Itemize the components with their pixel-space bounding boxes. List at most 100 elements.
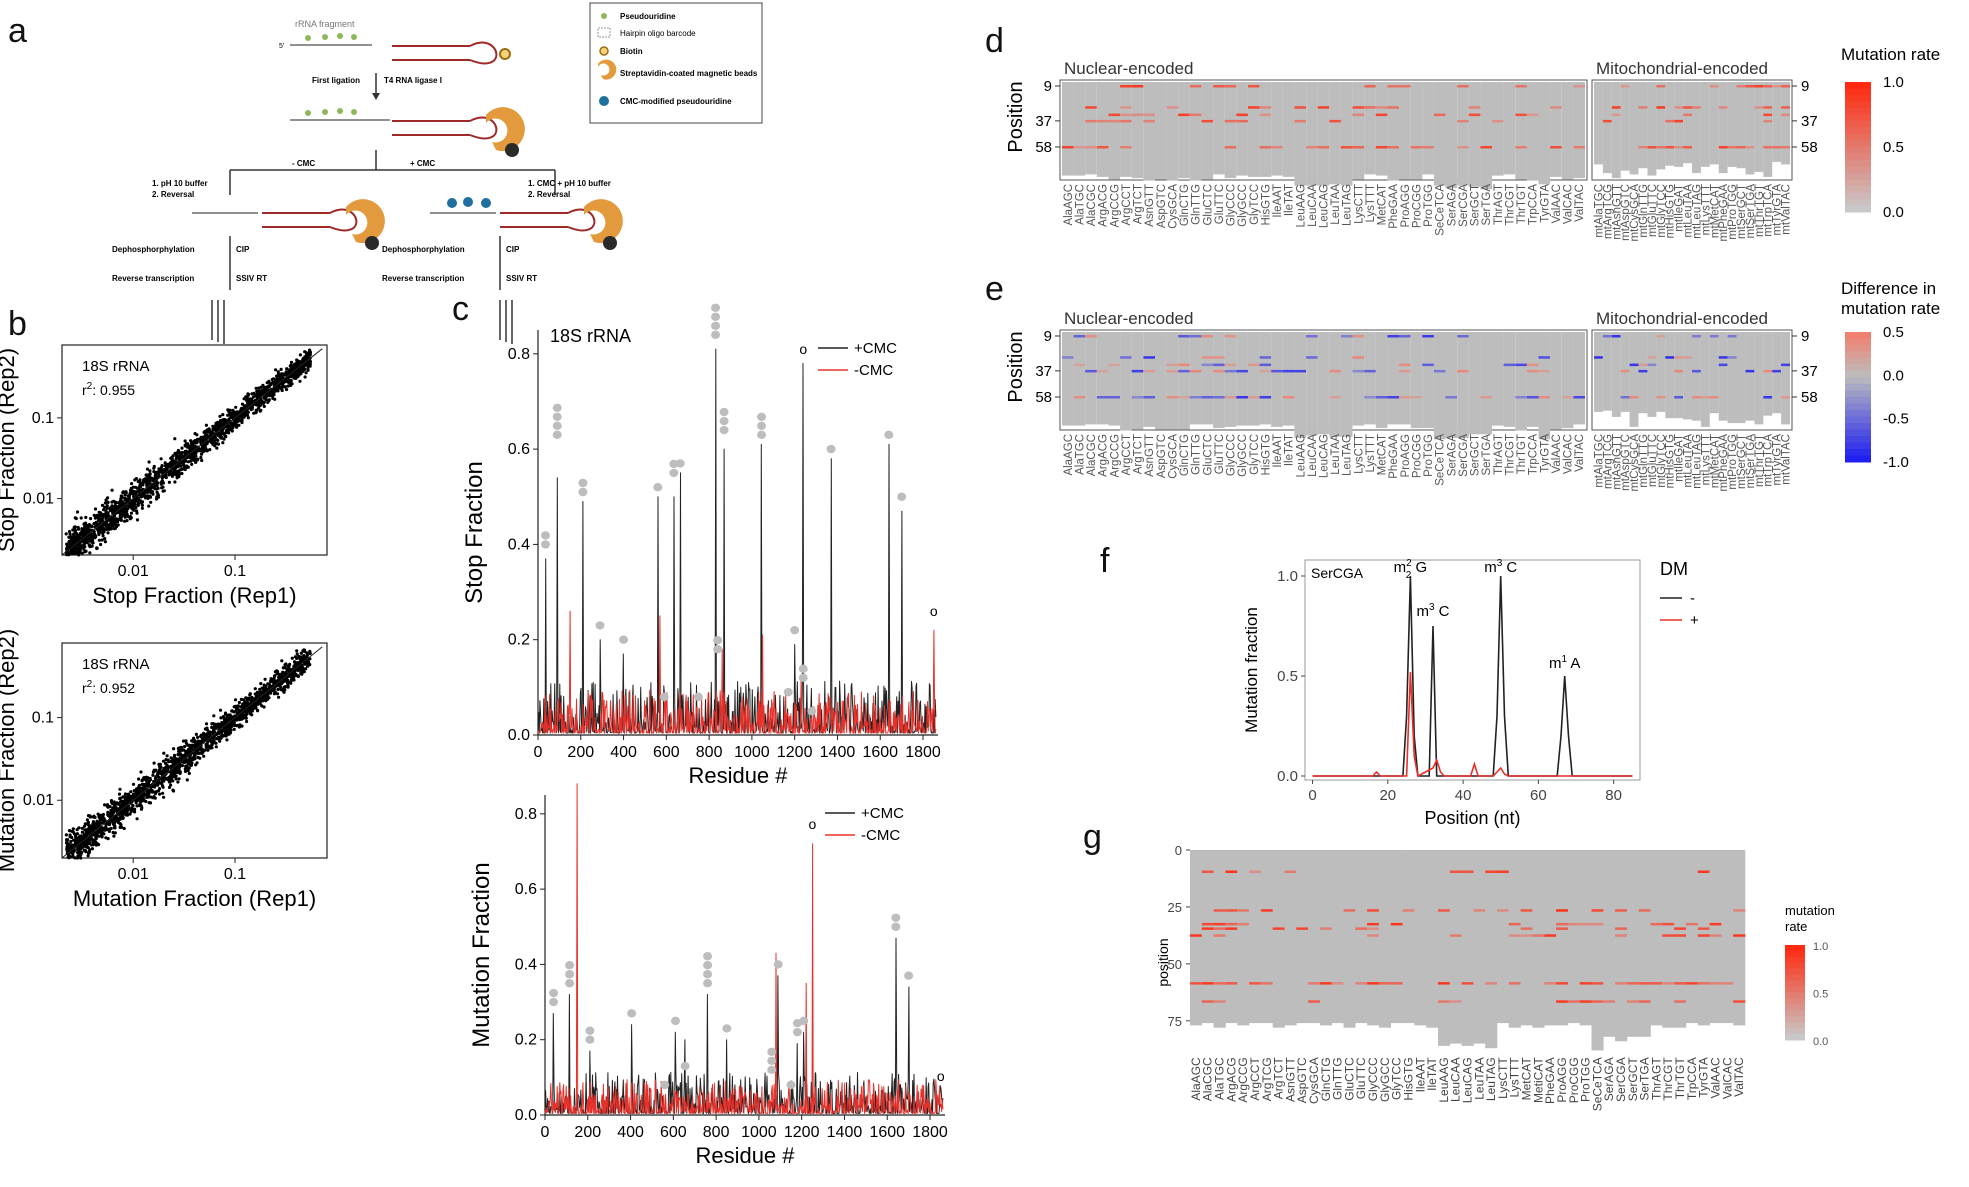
heatmap-column (1271, 332, 1283, 427)
heatmap-column (1503, 82, 1516, 175)
heatmap-column (1686, 850, 1699, 1024)
x-tick-label: 0.01 (118, 563, 149, 580)
data-point (158, 792, 162, 796)
pseudouridine-marker (578, 487, 588, 497)
heatmap-cell (1190, 934, 1203, 937)
legend-gradient-step (1845, 442, 1871, 450)
heatmap-cell (1213, 982, 1226, 985)
heatmap-cell (1508, 934, 1521, 937)
data-point (221, 432, 225, 436)
data-point (89, 524, 93, 528)
heatmap-column (1497, 850, 1510, 1024)
data-point (289, 366, 294, 370)
data-point (162, 489, 166, 493)
data-point (279, 682, 283, 686)
data-point (160, 769, 165, 773)
data-point (86, 839, 90, 843)
data-point (267, 385, 271, 389)
heatmap-column (1736, 82, 1746, 169)
legend-gradient-step (1845, 436, 1871, 443)
panel-letter-c: c (452, 290, 469, 328)
data-point (276, 370, 280, 374)
y-tick-label: 0.6 (508, 441, 530, 458)
data-point (177, 770, 181, 774)
data-point (156, 486, 160, 490)
heatmap-cell (1259, 396, 1272, 399)
column-label: ArgTCT (1133, 434, 1145, 474)
heatmap-cell (1620, 85, 1630, 88)
chart-title: 18S rRNA (550, 326, 631, 346)
data-point (200, 747, 204, 751)
heatmap-cell (1166, 363, 1179, 367)
column-label: ProCGG (1567, 1057, 1581, 1103)
column-label: mtTrpTCA (1763, 434, 1775, 487)
heatmap-column (1062, 332, 1074, 426)
heatmap-cell (1662, 934, 1675, 937)
data-point (70, 540, 74, 544)
heatmap-cell (1259, 106, 1272, 109)
heatmap-cell (1650, 982, 1663, 985)
heatmap-cell (1201, 870, 1214, 873)
heatmap-column (1556, 850, 1569, 1026)
heatmap-cell (1237, 909, 1250, 912)
mod-superscript: 1 (1562, 654, 1568, 665)
data-point (306, 660, 311, 664)
heatmap-cell (1647, 356, 1657, 359)
data-point (95, 832, 99, 837)
data-point (139, 807, 144, 811)
heatmap-column (1260, 850, 1274, 1024)
x-tick-label: 40 (1455, 787, 1472, 804)
pseudouridine-marker (719, 416, 729, 426)
heatmap-cell (1108, 113, 1121, 117)
data-point (221, 729, 225, 733)
data-point (269, 677, 273, 681)
data-point (298, 353, 302, 357)
y-tick-label: 0.0 (508, 727, 530, 744)
column-label: mtIleGAT (1674, 184, 1686, 232)
data-point (147, 480, 151, 484)
data-point (95, 822, 99, 826)
data-point (281, 687, 285, 692)
heatmap-cell (1665, 146, 1675, 149)
data-point (170, 464, 174, 468)
data-point (113, 500, 118, 504)
heatmap-cell (1445, 396, 1458, 399)
x-tick-label: 1600 (869, 1124, 905, 1141)
legend-gradient-step (1845, 377, 1871, 385)
rrna-fragment-label: rRNA fragment (295, 19, 355, 29)
heatmap-cell (1433, 369, 1446, 373)
heatmap-cell (1308, 1000, 1321, 1003)
legend-tick-label: 1.0 (1813, 941, 1828, 953)
heatmap-column (1647, 82, 1657, 176)
data-point (124, 512, 128, 517)
heatmap-cell (1772, 85, 1782, 88)
column-label: ArgTCG (1260, 1057, 1274, 1101)
column-label: CysGCA (1307, 1057, 1321, 1104)
y-tick-label-right: 37 (1801, 363, 1818, 380)
x-axis-label: Mutation Fraction (Rep1) (73, 886, 316, 911)
legend-title-line1: Difference in (1841, 279, 1936, 298)
heatmap-cell (1224, 85, 1237, 88)
data-point (101, 812, 105, 817)
data-point (84, 531, 88, 535)
heatmap-cell (1367, 982, 1380, 985)
heatmap-cell (1692, 369, 1701, 373)
data-point (235, 718, 239, 722)
left-step-2: 2. Reversal (152, 190, 194, 199)
heatmap-column (1387, 332, 1400, 425)
legend-gradient-step (1845, 416, 1871, 424)
heatmap-cell (1508, 982, 1521, 985)
data-point (306, 354, 310, 358)
pseudouridine-marker (680, 1061, 690, 1071)
heatmap-column (1629, 82, 1639, 175)
column-label: ProAGG (1555, 1057, 1569, 1102)
data-point (161, 791, 165, 795)
data-point (172, 753, 177, 758)
r-squared-label: r2: 0.952 (82, 679, 135, 696)
data-point (111, 523, 115, 528)
legend-gradient-step (1845, 153, 1871, 161)
column-label: GlyGCC (1378, 1057, 1392, 1102)
heatmap-column (1445, 82, 1458, 189)
data-point (171, 771, 175, 775)
legend-gradient-step (1785, 998, 1805, 1005)
